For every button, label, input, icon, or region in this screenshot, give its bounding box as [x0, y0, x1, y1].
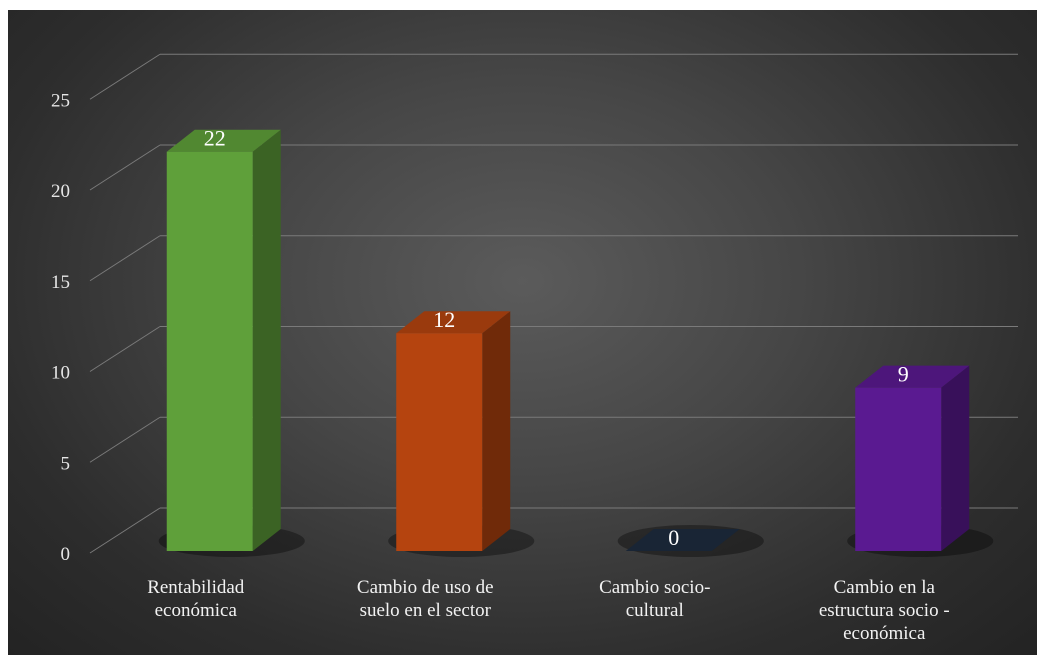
x-category-label: económica: [843, 623, 926, 644]
bar-top: [855, 365, 970, 388]
bar-top: [396, 311, 511, 334]
bar-chart: 051015202522Rentabilidadeconómica12Cambi…: [51, 53, 1018, 644]
y-tick-label: 15: [51, 272, 70, 293]
bar-side: [941, 365, 970, 551]
x-category-label: económica: [155, 600, 238, 621]
gridline-side: [89, 507, 161, 554]
x-category-label: cultural: [626, 600, 684, 621]
x-category-label: Rentabilidad: [147, 577, 245, 598]
y-tick-label: 5: [61, 453, 71, 474]
y-tick-label: 25: [51, 90, 70, 111]
bar: [396, 333, 483, 551]
x-category-label: Cambio en la: [834, 577, 936, 598]
gridline-side: [89, 144, 161, 191]
data-label: 9: [898, 362, 909, 387]
bar-side: [482, 311, 511, 551]
bar: [166, 151, 253, 551]
data-label: 12: [433, 307, 455, 332]
x-category-label: Cambio de uso de: [357, 577, 494, 598]
data-label: 22: [204, 126, 226, 151]
data-label: 0: [668, 525, 679, 550]
x-category-label: estructura socio -: [819, 600, 950, 621]
y-tick-label: 0: [61, 544, 71, 565]
bar: [855, 387, 942, 551]
x-category-label: Cambio socio-: [599, 577, 710, 598]
gridline-side: [89, 416, 161, 463]
gridline-side: [89, 326, 161, 372]
bar-top: [625, 529, 740, 551]
bar-side: [252, 129, 281, 551]
y-tick-label: 20: [51, 181, 70, 202]
bar-top: [166, 129, 281, 152]
x-category-label: suelo en el sector: [360, 600, 492, 621]
chart-area: 0 5 10 15 20 25 22 Rentabilidad económica 12 Cambi…: [8, 10, 1037, 655]
gridline-side: [89, 53, 161, 100]
gridline-side: [89, 235, 161, 282]
y-tick-label: 10: [51, 363, 70, 384]
